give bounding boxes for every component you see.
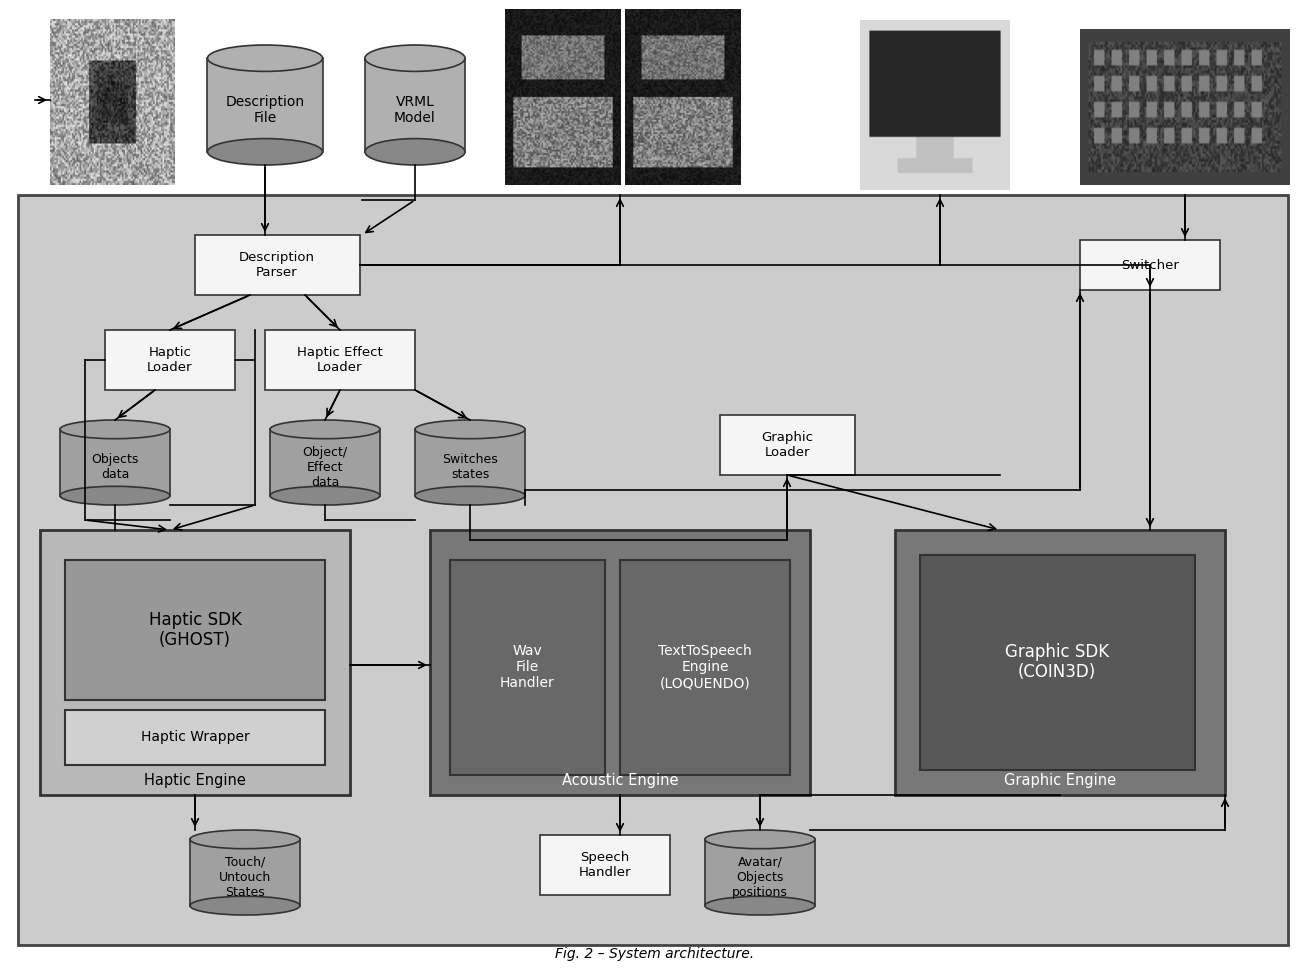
FancyBboxPatch shape: [620, 560, 790, 775]
FancyBboxPatch shape: [18, 195, 1288, 945]
Text: Speech
Handler: Speech Handler: [579, 851, 631, 879]
Text: Avatar/
Objects
positions: Avatar/ Objects positions: [732, 855, 787, 898]
Ellipse shape: [365, 45, 465, 72]
Ellipse shape: [60, 486, 170, 505]
Ellipse shape: [270, 420, 380, 439]
Text: Wav
File
Handler: Wav File Handler: [499, 644, 554, 690]
FancyBboxPatch shape: [540, 835, 669, 895]
FancyBboxPatch shape: [430, 530, 810, 795]
FancyBboxPatch shape: [920, 555, 1195, 770]
FancyBboxPatch shape: [895, 530, 1225, 795]
Ellipse shape: [190, 896, 300, 915]
Ellipse shape: [207, 139, 322, 165]
FancyBboxPatch shape: [705, 839, 815, 906]
Text: Haptic Engine: Haptic Engine: [144, 773, 246, 787]
Text: Fig. 2 – System architecture.: Fig. 2 – System architecture.: [555, 947, 755, 960]
Text: Acoustic Engine: Acoustic Engine: [562, 773, 679, 787]
FancyBboxPatch shape: [451, 560, 605, 775]
FancyBboxPatch shape: [721, 415, 855, 475]
Ellipse shape: [60, 420, 170, 439]
FancyBboxPatch shape: [190, 839, 300, 906]
Text: Haptic
Loader: Haptic Loader: [147, 346, 193, 374]
Ellipse shape: [365, 139, 465, 165]
Ellipse shape: [705, 830, 815, 849]
Ellipse shape: [207, 45, 322, 72]
FancyBboxPatch shape: [207, 58, 322, 151]
FancyBboxPatch shape: [365, 58, 465, 151]
Text: Object/
Effect
data: Object/ Effect data: [303, 446, 347, 488]
FancyBboxPatch shape: [105, 330, 234, 390]
Text: TextToSpeech
Engine
(LOQUENDO): TextToSpeech Engine (LOQUENDO): [658, 644, 752, 690]
FancyBboxPatch shape: [265, 330, 415, 390]
Text: Graphic Engine: Graphic Engine: [1003, 773, 1116, 787]
FancyBboxPatch shape: [415, 429, 525, 495]
FancyBboxPatch shape: [66, 710, 325, 765]
Text: Touch/
Untouch
States: Touch/ Untouch States: [219, 855, 271, 898]
Ellipse shape: [415, 420, 525, 439]
FancyBboxPatch shape: [1079, 240, 1220, 290]
Ellipse shape: [705, 896, 815, 915]
Text: VRML
Model: VRML Model: [394, 95, 436, 125]
Ellipse shape: [190, 830, 300, 849]
FancyBboxPatch shape: [195, 235, 360, 295]
Text: Switcher: Switcher: [1121, 258, 1179, 272]
Text: Haptic SDK
(GHOST): Haptic SDK (GHOST): [148, 611, 241, 650]
FancyBboxPatch shape: [270, 429, 380, 495]
FancyBboxPatch shape: [41, 530, 350, 795]
Text: Description
Parser: Description Parser: [238, 251, 314, 279]
Text: Switches
states: Switches states: [443, 453, 498, 481]
FancyBboxPatch shape: [60, 429, 170, 495]
Text: Description
File: Description File: [225, 95, 304, 125]
Text: Haptic Wrapper: Haptic Wrapper: [140, 730, 249, 744]
Ellipse shape: [270, 486, 380, 505]
Text: Objects
data: Objects data: [92, 453, 139, 481]
Text: Graphic
Loader: Graphic Loader: [761, 431, 814, 459]
Ellipse shape: [415, 486, 525, 505]
FancyBboxPatch shape: [66, 560, 325, 700]
Text: Graphic SDK
(COIN3D): Graphic SDK (COIN3D): [1005, 643, 1110, 682]
Text: Haptic Effect
Loader: Haptic Effect Loader: [297, 346, 383, 374]
